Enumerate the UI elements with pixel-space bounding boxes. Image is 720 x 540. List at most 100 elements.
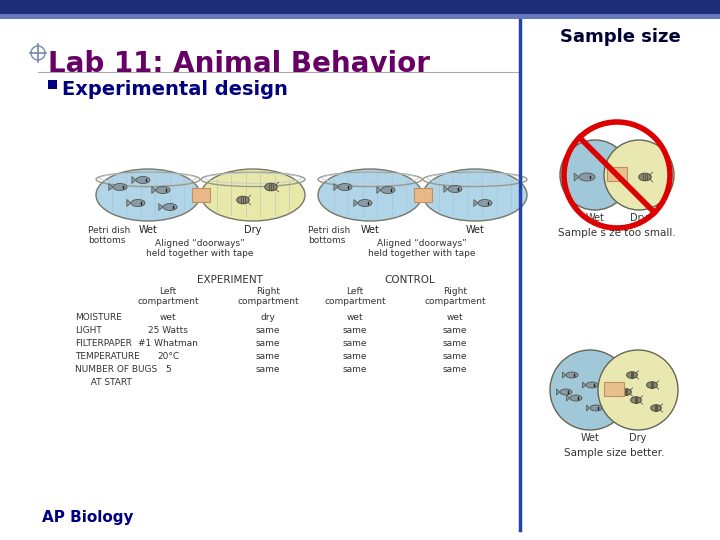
Polygon shape (575, 173, 579, 181)
Text: same: same (256, 326, 280, 335)
Polygon shape (582, 382, 586, 388)
Ellipse shape (566, 372, 578, 378)
Ellipse shape (423, 169, 527, 221)
Ellipse shape (631, 397, 642, 403)
Text: Petri dish
bottoms: Petri dish bottoms (88, 226, 130, 245)
Text: Left
compartment: Left compartment (138, 287, 199, 306)
Polygon shape (586, 405, 590, 411)
Text: same: same (256, 339, 280, 348)
Ellipse shape (156, 186, 170, 193)
Polygon shape (132, 177, 136, 184)
Ellipse shape (237, 196, 249, 204)
Text: Wet: Wet (138, 225, 158, 235)
Polygon shape (567, 395, 570, 401)
Text: same: same (443, 365, 467, 374)
Circle shape (560, 140, 630, 210)
Text: Sample size better.: Sample size better. (564, 448, 664, 458)
Ellipse shape (163, 204, 177, 211)
Text: AT START: AT START (85, 378, 132, 387)
Text: dry: dry (261, 313, 276, 322)
Text: Aligned “doorways”
held together with tape: Aligned “doorways” held together with ta… (146, 239, 253, 259)
Text: Left
compartment: Left compartment (324, 287, 386, 306)
Text: Wet: Wet (580, 433, 600, 443)
Text: CONTROL: CONTROL (384, 275, 436, 285)
Text: wet: wet (160, 313, 176, 322)
Text: same: same (343, 352, 367, 361)
Ellipse shape (570, 395, 582, 401)
Ellipse shape (590, 405, 602, 411)
Polygon shape (474, 199, 478, 206)
FancyBboxPatch shape (192, 188, 210, 202)
Ellipse shape (626, 372, 637, 379)
Polygon shape (127, 199, 131, 206)
Text: Sample size: Sample size (559, 28, 680, 46)
Ellipse shape (639, 173, 652, 181)
Text: #1 Whatman: #1 Whatman (138, 339, 198, 348)
Text: same: same (443, 352, 467, 361)
Ellipse shape (579, 173, 595, 181)
Text: FILTERPAPER: FILTERPAPER (75, 339, 132, 348)
Ellipse shape (478, 199, 492, 206)
Text: Petri dish
bottoms: Petri dish bottoms (308, 226, 350, 245)
Polygon shape (444, 186, 448, 192)
Polygon shape (562, 372, 566, 378)
Polygon shape (334, 184, 338, 191)
Text: wet: wet (446, 313, 463, 322)
Ellipse shape (621, 389, 631, 395)
Bar (48, 80, 57, 89)
Circle shape (604, 140, 674, 210)
Text: MOISTURE: MOISTURE (75, 313, 122, 322)
FancyBboxPatch shape (604, 382, 624, 396)
Text: Right
compartment: Right compartment (424, 287, 486, 306)
Text: same: same (256, 365, 280, 374)
Polygon shape (354, 199, 358, 206)
Polygon shape (159, 204, 163, 211)
Polygon shape (152, 186, 156, 193)
Polygon shape (109, 184, 113, 191)
Bar (0, 0, 720, 14)
Text: same: same (443, 339, 467, 348)
Ellipse shape (318, 169, 422, 221)
Ellipse shape (647, 382, 657, 388)
Circle shape (550, 350, 630, 430)
Ellipse shape (651, 404, 662, 411)
Text: 20°C: 20°C (157, 352, 179, 361)
Ellipse shape (136, 177, 150, 184)
Text: Dry: Dry (244, 225, 261, 235)
Text: same: same (343, 326, 367, 335)
Text: same: same (443, 326, 467, 335)
Ellipse shape (560, 389, 572, 395)
Text: same: same (343, 365, 367, 374)
Text: Dry: Dry (630, 213, 648, 223)
Ellipse shape (358, 199, 372, 206)
Text: EXPERIMENT: EXPERIMENT (197, 275, 263, 285)
Ellipse shape (265, 183, 277, 191)
Text: same: same (343, 339, 367, 348)
FancyBboxPatch shape (607, 167, 627, 181)
Text: Wet: Wet (585, 213, 604, 223)
Text: Sample s ze too small.: Sample s ze too small. (558, 228, 676, 238)
Text: TEMPERATURE: TEMPERATURE (75, 352, 140, 361)
Polygon shape (557, 389, 560, 395)
Text: Aligned “doorways”
held together with tape: Aligned “doorways” held together with ta… (368, 239, 476, 259)
Text: 25 Watts: 25 Watts (148, 326, 188, 335)
Text: same: same (256, 352, 280, 361)
Text: Lab 11: Animal Behavior: Lab 11: Animal Behavior (48, 50, 430, 78)
Text: LIGHT: LIGHT (75, 326, 102, 335)
Ellipse shape (338, 184, 352, 191)
Ellipse shape (96, 169, 200, 221)
Text: Right
compartment: Right compartment (237, 287, 299, 306)
Text: Dry: Dry (629, 433, 647, 443)
Text: NUMBER OF BUGS: NUMBER OF BUGS (75, 365, 157, 374)
Ellipse shape (381, 186, 395, 193)
Text: AP Biology: AP Biology (42, 510, 133, 525)
Ellipse shape (448, 186, 462, 192)
FancyBboxPatch shape (414, 188, 432, 202)
Ellipse shape (113, 184, 127, 191)
Bar (0, 14, 720, 19)
Text: Experimental design: Experimental design (62, 80, 288, 99)
Text: 5: 5 (165, 365, 171, 374)
Text: Wet: Wet (466, 225, 485, 235)
Circle shape (598, 350, 678, 430)
Ellipse shape (131, 199, 145, 206)
